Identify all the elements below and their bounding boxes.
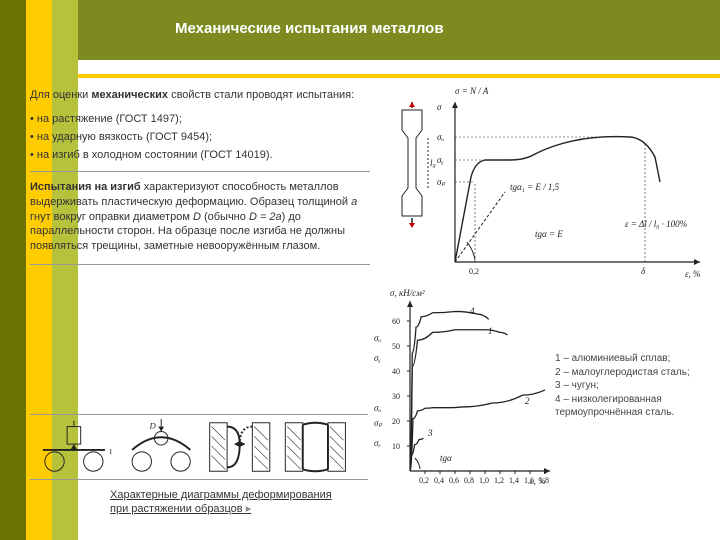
svg-text:tgα: tgα xyxy=(440,453,452,463)
yticks: 10 20 30 40 50 60 xyxy=(392,317,410,451)
test-item: на изгиб в холодном состоянии (ГОСТ 1401… xyxy=(30,149,370,161)
y-axis-label: σ, кН/см² xyxy=(390,288,425,298)
svg-text:20: 20 xyxy=(392,417,400,426)
svg-text:2: 2 xyxy=(525,396,530,406)
svg-text:0,6: 0,6 xyxy=(449,476,459,485)
svg-text:0,4: 0,4 xyxy=(434,476,444,485)
svg-text:0,2: 0,2 xyxy=(419,476,429,485)
formula-eps: ε = Δl / l₀ · 100% xyxy=(625,219,687,229)
svg-text:1,8: 1,8 xyxy=(539,476,549,485)
svg-text:10: 10 xyxy=(392,442,400,451)
curves xyxy=(410,311,545,471)
header-bar-accent xyxy=(78,74,720,78)
svg-text:σ: σ xyxy=(437,102,442,112)
svg-text:40: 40 xyxy=(392,367,400,376)
svg-text:σₚ: σₚ xyxy=(437,177,445,187)
svg-text:σᵧ: σᵧ xyxy=(437,155,444,165)
bend-test-paragraph: Испытания на изгиб характеризуют способн… xyxy=(30,180,370,254)
xticks: 0,2 0,4 0,6 0,8 1,0 1,2 1,4 1,6 1,8 xyxy=(419,471,549,485)
svg-text:0,2: 0,2 xyxy=(469,267,479,276)
divider xyxy=(30,264,370,265)
svg-text:1,4: 1,4 xyxy=(509,476,519,485)
svg-text:30: 30 xyxy=(392,392,400,401)
stress-strain-chart: σ = N / A ε, % σ σᵤ σᵧ σₚ 0,2 δ tgα₁ = E… xyxy=(375,82,715,282)
svg-text:50: 50 xyxy=(392,342,400,351)
divider xyxy=(30,171,370,172)
svg-text:1,0: 1,0 xyxy=(479,476,489,485)
svg-text:1: 1 xyxy=(488,326,493,336)
svg-text:σᵤ: σᵤ xyxy=(374,333,381,343)
legend-item: 1 – алюминиевый сплав; xyxy=(555,352,715,366)
svg-text:1,6: 1,6 xyxy=(524,476,534,485)
svg-text:4: 4 xyxy=(470,306,475,316)
chart-legend: 1 – алюминиевый сплав; 2 – малоуглеродис… xyxy=(555,352,715,420)
test-item: на растяжение (ГОСТ 1497); xyxy=(30,113,370,125)
intro-text: Для оценки механических свойств стали пр… xyxy=(30,88,370,103)
svg-text:σₑ: σₑ xyxy=(374,438,381,448)
legend-item: 2 – малоуглеродистая сталь; xyxy=(555,366,715,380)
legend-item: 4 – низколегированная термоупрочнённая с… xyxy=(555,393,715,420)
tg-alpha: tgα = E xyxy=(535,229,563,239)
svg-text:0,8: 0,8 xyxy=(464,476,474,485)
x-axis-label: ε, % xyxy=(685,269,701,279)
svg-text:δ: δ xyxy=(641,266,646,276)
svg-text:σᵧ: σᵧ xyxy=(374,353,381,363)
svg-text:σᵤ: σᵤ xyxy=(374,403,381,413)
formula-sigma: σ = N / A xyxy=(455,86,489,96)
test-list: на растяжение (ГОСТ 1497); на ударную вя… xyxy=(30,113,370,161)
page-title: Механические испытания металлов xyxy=(175,20,444,37)
legend-item: 3 – чугун; xyxy=(555,379,715,393)
svg-text:60: 60 xyxy=(392,317,400,326)
svg-text:3: 3 xyxy=(427,428,433,438)
svg-text:D: D xyxy=(149,421,157,431)
caption-link[interactable]: Характерные диаграммы деформирования при… xyxy=(110,488,332,517)
tg-alpha-1: tgα₁ = E / 1,5 xyxy=(510,182,560,192)
svg-text:1,2: 1,2 xyxy=(494,476,504,485)
svg-text:σᵤ: σᵤ xyxy=(437,132,444,142)
test-item: на ударную вязкость (ГОСТ 9454); xyxy=(30,131,370,143)
decor-stripe-1 xyxy=(0,0,26,540)
header-bar-gap xyxy=(78,60,720,74)
svg-text:1: 1 xyxy=(109,447,113,456)
svg-text:σₚ: σₚ xyxy=(374,418,382,428)
arrow-icon: ▸ xyxy=(246,503,252,515)
bend-test-diagrams: 1 D xyxy=(30,414,368,480)
